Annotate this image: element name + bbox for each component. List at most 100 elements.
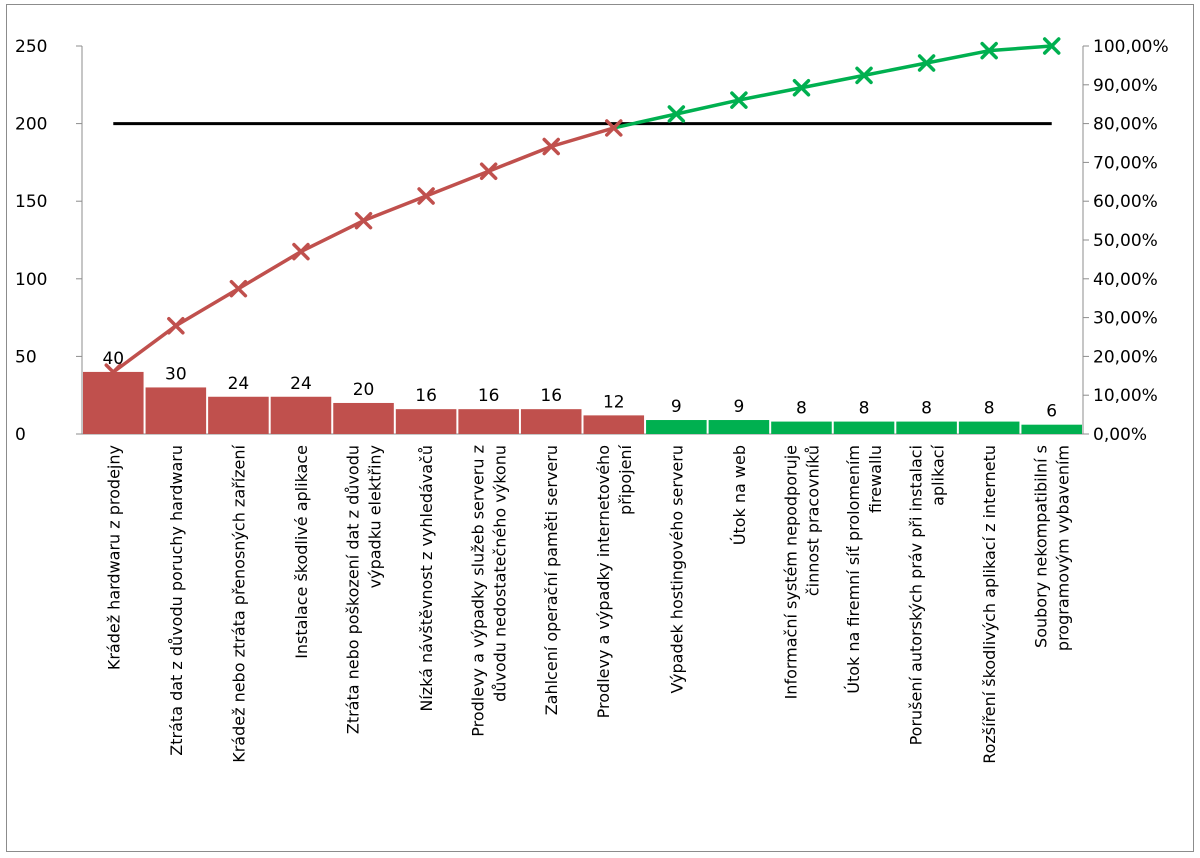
cumulative-point-marker <box>605 119 623 137</box>
left-tick-label: 150 <box>15 192 47 212</box>
category-label: Výpadek hostingového serveru <box>667 445 686 693</box>
cumulative-line-segment <box>674 98 741 116</box>
cumulative-point-marker <box>980 41 998 60</box>
category-label: Ztráta nebo poškození dat z důvodu <box>344 445 363 734</box>
left-tick-label: 0 <box>15 425 26 445</box>
bar <box>646 420 707 434</box>
marker-stroke <box>167 317 185 335</box>
left-tick-label: 250 <box>15 37 47 57</box>
cumulative-point-marker <box>292 242 310 261</box>
marker-stroke <box>605 119 623 137</box>
category-label: Útok na firemní síť prolomením <box>844 445 863 694</box>
bar-value-label: 40 <box>102 349 124 369</box>
bar-value-label: 24 <box>228 374 250 394</box>
cumulative-line-segment <box>486 144 553 173</box>
bar <box>896 421 957 434</box>
cumulative-line-segment <box>174 286 241 328</box>
cumulative-point-marker <box>667 105 686 123</box>
cumulative-line-segment <box>361 194 428 223</box>
category-label: Prodlevy a výpadky služeb serveru z <box>469 445 488 737</box>
bar <box>583 415 645 434</box>
category-label: Krádež nebo ztráta přenosných zařízení <box>229 444 248 762</box>
bar-value-label: 16 <box>415 386 437 406</box>
bar-value-label: 9 <box>671 397 682 417</box>
cumulative-line-group <box>104 37 1061 381</box>
right-tick-label: 100,00% <box>1093 37 1169 57</box>
cumulative-line-segment <box>424 169 491 198</box>
cumulative-line-segment <box>236 249 303 291</box>
category-labels: Krádež hardwaru z prodejny Ztráta dat z d… <box>104 444 1072 763</box>
bar <box>83 371 144 434</box>
right-tick-label: 10,00% <box>1093 386 1158 406</box>
marker-stroke <box>292 242 310 261</box>
bar-value-label: 8 <box>859 399 870 419</box>
bar-value-label: 16 <box>478 386 500 406</box>
bar <box>145 387 207 434</box>
category-label: Soubory nekompatibilní s <box>1032 445 1051 648</box>
marker-stroke <box>855 66 873 85</box>
right-tick-label: 60,00% <box>1093 192 1158 212</box>
bar-value-label: 30 <box>165 364 187 384</box>
bars <box>83 371 1082 434</box>
marker-stroke <box>667 105 686 123</box>
cumulative-point-marker <box>229 279 248 298</box>
cumulative-point-marker <box>479 162 498 180</box>
category-label: Informační systém nepodporuje <box>781 445 800 699</box>
marker-stroke <box>730 91 748 109</box>
cumulative-point-marker <box>855 66 873 85</box>
category-label: činnost pracovníků <box>803 445 822 596</box>
category-label: Rozšíření škodlivých aplikací z internet… <box>980 445 999 764</box>
bar <box>458 409 519 434</box>
bar <box>270 396 332 434</box>
cumulative-point-marker <box>730 91 748 109</box>
bar <box>958 421 1020 434</box>
bar <box>520 409 582 434</box>
right-tick-label: 70,00% <box>1093 153 1158 173</box>
bar-value-label: 20 <box>353 380 375 400</box>
cumulative-line-segment <box>737 85 804 102</box>
data-labels: 40 30 24 24 20 16 16 16 12 9 9 8 8 8 8 6 <box>102 349 1057 422</box>
left-tick-label: 100 <box>15 270 47 290</box>
category-label: aplikací <box>929 444 948 505</box>
cumulative-line-segment <box>987 44 1054 53</box>
left-tick-label: 50 <box>15 347 37 367</box>
cumulative-line-segment <box>549 126 616 149</box>
left-tick-label: 200 <box>15 115 47 135</box>
bar-value-label: 6 <box>1046 402 1057 422</box>
bar-value-label: 8 <box>921 399 932 419</box>
marker-stroke <box>104 363 123 381</box>
cumulative-line-segment <box>612 112 679 130</box>
marker-stroke <box>1042 37 1061 55</box>
category-label: Instalace škodlivé aplikace <box>292 445 311 659</box>
bar <box>1021 424 1082 434</box>
cumulative-point-marker <box>417 187 435 205</box>
right-tick-label: 20,00% <box>1093 347 1158 367</box>
bar-value-label: 8 <box>796 399 807 419</box>
category-label: programovým vybavením <box>1054 445 1073 651</box>
category-label: Nízká návštěvnost z vyhledávačů <box>417 445 436 712</box>
category-label: Prodlevy a výpadky internetového <box>594 445 613 718</box>
bar-value-label: 8 <box>984 399 995 419</box>
cumulative-point-marker <box>1042 37 1061 55</box>
category-label: Zahlcení operační paměti serveru <box>542 445 561 715</box>
right-tick-label: 90,00% <box>1093 76 1158 96</box>
tick-labels: 0 50 100 150 200 250 0,00% 10,00% 20,00% 30,00% 40… <box>15 37 1169 445</box>
pareto-chart: 0 50 100 150 200 250 0,00% 10,00% 20,00% 30,00% 40… <box>15 37 1169 764</box>
bar <box>395 409 457 434</box>
bar <box>208 396 269 434</box>
bar-value-label: 24 <box>290 374 312 394</box>
bar <box>708 420 770 434</box>
marker-stroke <box>354 211 373 230</box>
bar <box>771 421 832 434</box>
cumulative-line-segment <box>924 48 991 65</box>
chart-frame: 0 50 100 150 200 250 0,00% 10,00% 20,00% 30,00% 40… <box>6 4 1194 852</box>
bar <box>333 402 394 434</box>
cumulative-line-segment <box>299 218 366 254</box>
bar-value-label: 16 <box>540 386 562 406</box>
right-tick-label: 40,00% <box>1093 270 1158 290</box>
category-label: firewallu <box>866 445 885 513</box>
category-label: Krádež hardwaru z prodejny <box>104 445 123 670</box>
cumulative-line-segment <box>862 61 929 78</box>
marker-stroke <box>229 279 248 298</box>
cumulative-line-segment <box>111 324 178 374</box>
